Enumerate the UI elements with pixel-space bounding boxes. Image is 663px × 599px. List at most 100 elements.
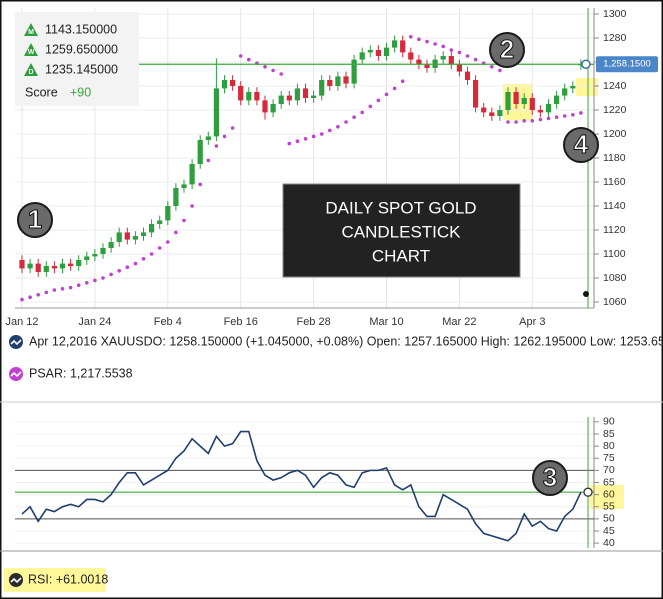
candle-body (140, 232, 147, 236)
candle-body (189, 164, 195, 185)
y-tick-label: 1060 (603, 296, 627, 308)
psar-dot (238, 54, 243, 58)
legend-text: PSAR: 1,217.5538 (29, 366, 133, 380)
psar-dot (546, 116, 551, 121)
candle-body (165, 206, 171, 221)
y-tick-label: 90 (603, 416, 615, 428)
psar-dot (174, 230, 178, 235)
y-tick-label: 1140 (603, 200, 626, 212)
annotation-number: 2 (500, 34, 514, 64)
candle-body (149, 224, 155, 233)
psar-dot (579, 111, 583, 115)
psar-dot (182, 218, 186, 223)
y-tick-label: 60 (603, 488, 615, 500)
y-tick-label: 45 (603, 525, 615, 537)
candle-body (489, 112, 495, 116)
candle-body (35, 263, 41, 272)
psar-dot (433, 42, 437, 46)
psar-dot (465, 54, 470, 58)
annotation-circle (532, 460, 568, 496)
candle-body (351, 59, 357, 84)
psar-dot (344, 120, 348, 124)
y-tick-label: 1240 (603, 80, 627, 92)
candle-body (311, 95, 317, 98)
candle-body (59, 263, 66, 269)
candle-body (132, 236, 138, 240)
psar-dot (506, 120, 510, 124)
psar-dot (295, 139, 300, 143)
y-tick-label: 1220 (603, 104, 627, 116)
candle-body (302, 88, 309, 98)
psar-dot (198, 182, 202, 187)
candle-body (43, 266, 49, 272)
candle-body (416, 59, 422, 65)
candle-body (108, 242, 114, 248)
psar-dot (279, 72, 284, 76)
psar-dot (206, 158, 211, 163)
candle-body (124, 232, 130, 240)
y-tick-label: 1200 (603, 128, 627, 140)
candle-body (473, 80, 479, 108)
candle-body (464, 71, 471, 80)
candle-body (157, 220, 163, 224)
info-value: 1143.150000 (45, 22, 117, 36)
annotation-circle (489, 32, 525, 68)
y-tick-label: 1180 (603, 152, 626, 164)
candle-body (221, 80, 228, 89)
y-tick-label: 1120 (603, 224, 626, 236)
candle-body (521, 98, 527, 104)
psar-dot (214, 144, 219, 148)
candle-body (116, 232, 122, 242)
candle-body (76, 260, 82, 266)
rsi-line (21, 430, 582, 542)
psar-dot (166, 240, 170, 244)
psar-dot (287, 141, 292, 146)
y-tick-label: 1300 (603, 8, 627, 20)
psar-dot (76, 283, 81, 288)
psar-dot (457, 50, 462, 55)
candle-body (262, 100, 268, 113)
y-tick-label: 75 (603, 452, 615, 464)
info-box (15, 12, 139, 106)
psar-dot (319, 132, 324, 136)
candle-body (367, 50, 373, 53)
candle-body (327, 80, 333, 86)
candle-body (181, 184, 187, 188)
y-tick-label: 40 (603, 537, 615, 549)
psar-dot (554, 115, 559, 119)
psar-dot (28, 295, 32, 300)
signal-icon (24, 63, 38, 76)
psar-dot (530, 119, 535, 123)
psar-dot (125, 265, 130, 270)
annotation-number: 1 (28, 204, 42, 234)
signal-icon-letter: M (28, 29, 34, 36)
candle-body (400, 40, 406, 53)
psar-dot (263, 65, 267, 69)
legend-text: Apr 12,2016 XAUUSDO: 1258.150000 (+1.045… (29, 334, 663, 348)
candle-body (27, 263, 33, 269)
x-tick-label: Mar 10 (369, 316, 403, 328)
x-tick-label: Jan 24 (78, 316, 111, 328)
highlight (576, 78, 598, 96)
title-line: CHART (372, 246, 430, 265)
psar-dot (93, 278, 97, 283)
y-tick-label: 1080 (603, 272, 627, 284)
psar-dot (157, 246, 162, 250)
psar-dot (417, 37, 421, 41)
highlight (590, 485, 624, 509)
x-tick-label: Apr 3 (519, 316, 545, 328)
x-tick-label: Feb 28 (296, 316, 330, 328)
price-tag (596, 56, 658, 73)
psar-dot (522, 119, 526, 123)
last-price-marker (581, 59, 591, 69)
candle-body (537, 110, 543, 113)
candle-body (562, 88, 568, 96)
legend-icon-glyph (10, 339, 22, 346)
psar-dot (311, 134, 316, 139)
signal-icon-letter: D (28, 69, 33, 76)
psar-dot (360, 110, 365, 115)
candle-body (246, 92, 252, 101)
psar-dot (425, 39, 429, 44)
